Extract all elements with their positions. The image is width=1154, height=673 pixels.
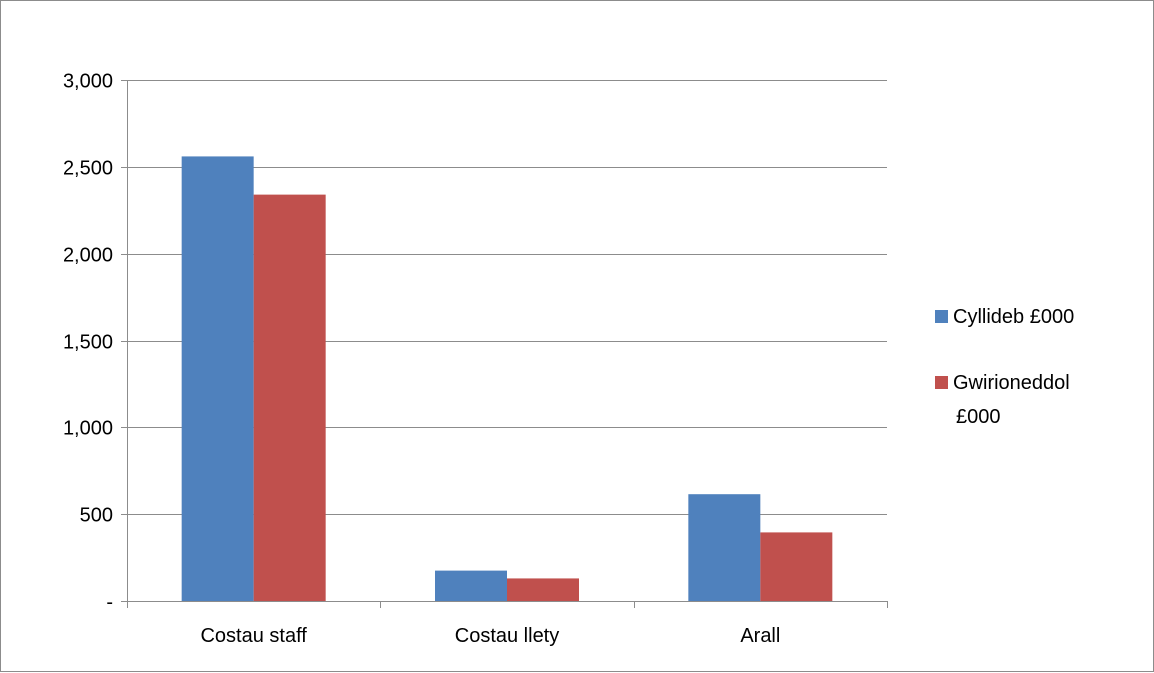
x-category-label: Costau llety	[455, 625, 560, 647]
y-tick-label: 2,000	[63, 245, 113, 267]
legend: Cyllideb £000 Gwirioneddol £000	[935, 306, 1074, 428]
y-tick-label: 1,500	[63, 332, 113, 354]
x-category-label: Arall	[740, 625, 780, 647]
y-axis-ticks: - 500 1,000 1,500 2,000 2,500 3,000	[63, 71, 127, 614]
bar-costau-staff-series-1	[181, 156, 254, 601]
bar-costau-staff-series-2	[253, 194, 326, 601]
x-axis-labels: Costau staff Costau llety Arall	[200, 625, 780, 647]
legend-swatch-series-2	[935, 376, 948, 389]
y-tick-label: 2,500	[63, 158, 113, 180]
bar-costau-llety-series-2	[507, 578, 579, 601]
y-tick-label: 1,000	[63, 418, 113, 440]
legend-swatch-series-1	[935, 310, 948, 323]
y-tick-label: 3,000	[63, 71, 113, 93]
axes	[127, 80, 888, 608]
x-category-label: Costau staff	[200, 625, 307, 647]
legend-label-series-1: Cyllideb £000	[953, 306, 1074, 328]
legend-label-series-2: Gwirioneddol £000	[953, 372, 1070, 428]
bar-costau-llety-series-1	[435, 570, 507, 601]
bars	[181, 156, 833, 601]
y-tick-label: -	[106, 592, 113, 614]
y-tick-label: 500	[80, 505, 113, 527]
bar-arall-series-1	[688, 494, 761, 601]
bar-arall-series-2	[760, 532, 833, 601]
